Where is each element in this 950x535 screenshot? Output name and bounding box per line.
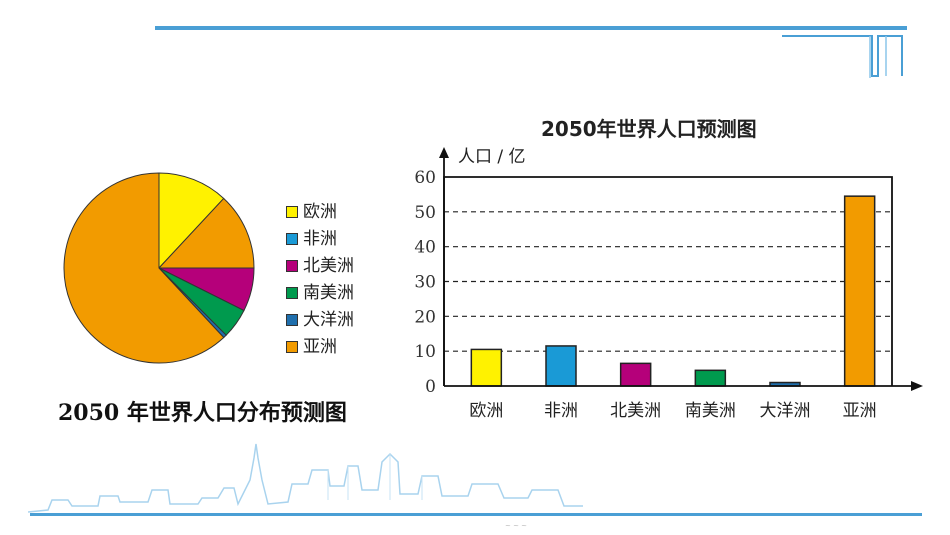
legend-label: 南美洲: [303, 282, 354, 303]
legend-item: 南美洲: [286, 279, 354, 306]
bottom-rule: [30, 513, 922, 516]
bar-1: [470, 348, 503, 387]
legend-swatch: [286, 259, 298, 272]
y-tick-label: 30: [414, 273, 436, 293]
pie-legend: 欧洲非洲北美洲南美洲大洋洲亚洲: [286, 198, 354, 360]
x-tick-label: 欧洲: [469, 401, 503, 421]
y-tick-label: 40: [414, 238, 436, 258]
legend-item: 亚洲: [286, 333, 354, 360]
legend-swatch: [286, 205, 298, 218]
bar-chart: 0 10 20 30 40 50 60 欧洲 非洲 北美洲 南美洲 大洋洲 亚洲 人口 / 亿: [414, 147, 923, 421]
y-tick-label: 60: [414, 168, 436, 188]
x-tick-label: 北美洲: [610, 401, 661, 421]
pie-slice-1: [158, 172, 225, 270]
legend-swatch: [286, 340, 298, 353]
y-tick-label: 0: [425, 377, 436, 397]
y-tick-label: 50: [414, 203, 436, 223]
pie-chart-title: 2050 年世界人口分布预测图: [58, 400, 347, 426]
y-axis-arrow: [439, 147, 449, 158]
legend-swatch: [286, 313, 298, 326]
legend-item: 非洲: [286, 225, 354, 252]
legend-item: 北美洲: [286, 252, 354, 279]
legend-label: 大洋洲: [303, 309, 354, 330]
bar-6: [843, 195, 876, 387]
y-axis-label: 人口 / 亿: [458, 147, 526, 167]
pie-slice-6: [63, 172, 225, 364]
legend-label: 非洲: [303, 228, 337, 249]
x-tick-label: 大洋洲: [760, 401, 811, 421]
legend-swatch: [286, 286, 298, 299]
legend-label: 北美洲: [303, 255, 354, 276]
x-tick-label: 南美洲: [685, 401, 736, 421]
y-tick-label: 20: [414, 307, 436, 327]
bar-2: [545, 345, 577, 387]
watermark: ~ ~ ~: [505, 522, 528, 530]
x-tick-label: 亚洲: [843, 401, 877, 421]
x-tick-label: 非洲: [544, 401, 578, 421]
legend-label: 亚洲: [303, 336, 337, 357]
pie-slice-2: [157, 197, 255, 269]
top-rule: [155, 26, 907, 30]
skyline-decoration: [28, 443, 583, 513]
legend-label: 欧洲: [303, 201, 337, 222]
legend-item: 欧洲: [286, 198, 354, 225]
legend-item: 大洋洲: [286, 306, 354, 333]
y-tick-label: 10: [414, 342, 436, 362]
bar-4: [694, 369, 727, 387]
pie-chart: [63, 172, 255, 364]
x-axis-arrow: [911, 381, 923, 391]
corner-decoration: [782, 35, 903, 78]
bar-3: [619, 362, 652, 387]
bar-chart-title: 2050年世界人口预测图: [541, 117, 757, 141]
legend-swatch: [286, 232, 298, 245]
